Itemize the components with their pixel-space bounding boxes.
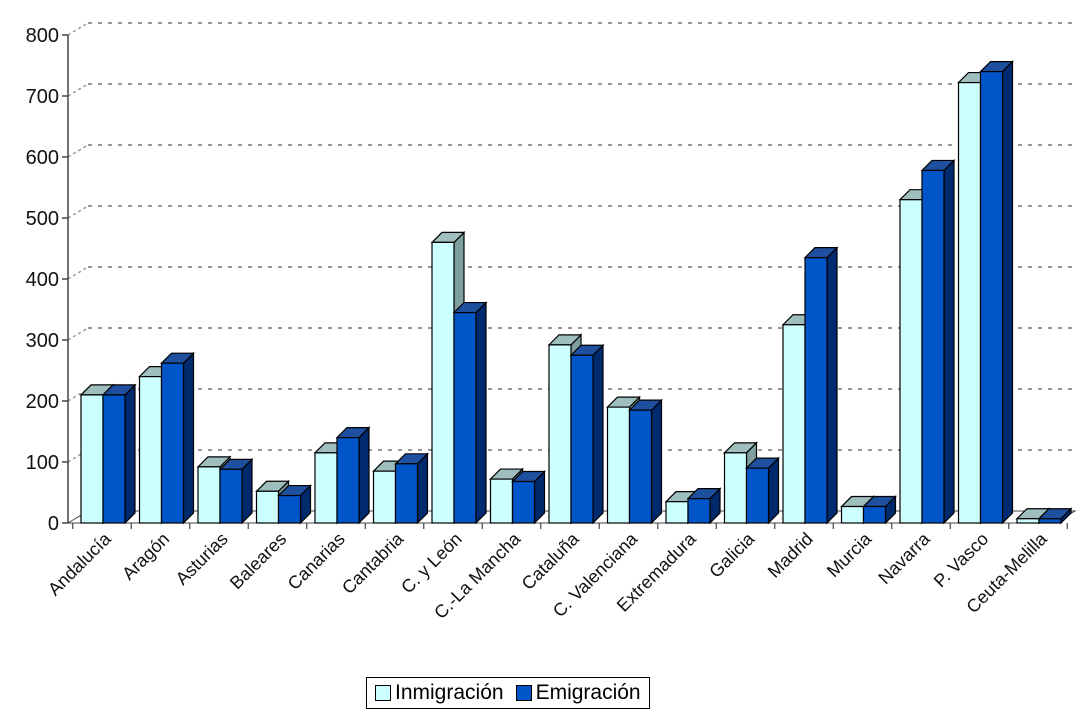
y-tick-labels: 0 100 200 300 400 500 600 700 800 [26, 25, 59, 535]
x-tick-label: Galicia [705, 528, 759, 582]
bars [79, 60, 1073, 525]
bar-emigracion-galicia [745, 456, 780, 525]
x-tick-label: Baleares [226, 529, 290, 593]
y-tick-label: 500 [26, 208, 59, 230]
gridline-diagonal [67, 327, 89, 341]
y-tick-label: 200 [26, 391, 59, 413]
gridline-diagonal [67, 205, 89, 219]
bar-emigracion-c-y-leon [452, 301, 488, 525]
y-tick-label: 0 [48, 513, 59, 535]
bar-emigracion-navarra [920, 158, 956, 525]
y-tick-label: 400 [26, 269, 59, 291]
y-tick-label: 700 [26, 86, 59, 108]
gridline-diagonal [67, 83, 89, 97]
y-tick-label: 800 [26, 25, 59, 47]
x-tick-label: Aragón [118, 529, 173, 584]
x-tick-label: Asturias [172, 529, 232, 589]
legend-item-inmigracion: Inmigración [375, 681, 504, 705]
gridline-diagonal [67, 22, 89, 36]
bar-emigracion-extremadura [686, 487, 722, 525]
x-tick-label: Cantabria [338, 528, 408, 598]
bar-emigracion-ceuta-melilla [1037, 507, 1073, 525]
bar-emigracion-cataluna [569, 343, 605, 525]
x-tick-label: Murcia [823, 528, 876, 581]
bar-emigracion-andalucia [101, 383, 137, 525]
legend-item-emigracion: Emigración [515, 681, 641, 705]
bar-emigracion-baleares [277, 484, 312, 525]
legend-label-emigracion: Emigración [535, 681, 641, 704]
bar-emigracion-murcia [862, 495, 897, 525]
bar-emigracion-asturias [218, 457, 254, 525]
legend-swatch-inmigracion [375, 685, 391, 701]
x-tick-labels: Andalucía AragónAsturiasBalearesCanariasC… [44, 528, 1051, 623]
bar-emigracion-madrid [803, 246, 839, 525]
bar-emigracion-canarias [335, 426, 371, 525]
gridline-diagonal [67, 266, 89, 280]
x-tick-label: Madrid [764, 529, 817, 582]
bar-emigracion-cantabria [394, 452, 429, 525]
bar-emigracion-p-vasco [979, 60, 1014, 525]
legend-label-inmigracion: Inmigración [395, 681, 504, 704]
legend-swatch-emigracion [515, 685, 532, 701]
y-tick-label: 300 [26, 330, 59, 352]
bar-emigracion-c-la-mancha [511, 470, 546, 525]
x-tick-label: Navarra [874, 528, 934, 588]
y-tick-label: 100 [26, 452, 59, 474]
legend: Inmigración Emigración [366, 677, 650, 709]
x-tick-label: Andalucía [44, 528, 115, 599]
gridline-diagonal [67, 144, 89, 158]
bar-emigracion-c-valenciana [628, 398, 663, 525]
y-tick-label: 600 [26, 147, 59, 169]
bar-emigracion-aragon [160, 351, 195, 525]
